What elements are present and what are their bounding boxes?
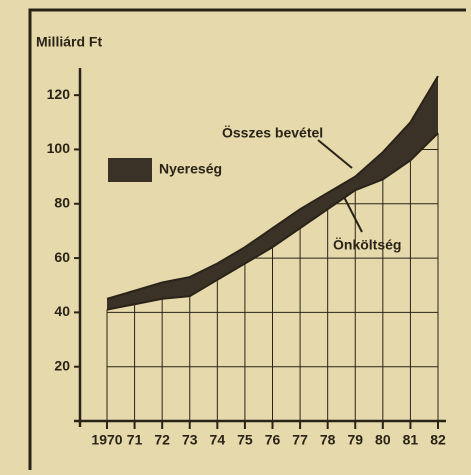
x-tick-label: 77 (292, 432, 308, 448)
x-tick-label: 79 (347, 432, 363, 448)
x-tick-label: 74 (210, 432, 226, 448)
chart-title: Milliárd Ft (36, 34, 102, 50)
series-label: Összes bevétel (222, 125, 323, 141)
x-tick-label: 80 (375, 432, 391, 448)
legend-swatch (108, 158, 152, 182)
series-label: Önköltség (333, 237, 401, 253)
x-tick-label: 73 (182, 432, 198, 448)
x-tick-label: 71 (127, 432, 143, 448)
frame (28, 8, 466, 470)
x-tick-label: 81 (403, 432, 419, 448)
leader-line (317, 139, 353, 169)
legend-label: Nyereség (159, 161, 222, 177)
series-line (106, 75, 439, 300)
y-tick-label: 120 (47, 86, 71, 102)
leader-line (342, 194, 363, 233)
x-tick-label: 76 (265, 432, 281, 448)
y-tick-label: 100 (47, 140, 71, 156)
y-tick-label: 40 (54, 303, 70, 319)
y-tick-label: 80 (54, 194, 70, 210)
series-line (106, 132, 439, 311)
x-tick-label: 82 (430, 432, 446, 448)
x-tick-label: 78 (320, 432, 336, 448)
x-tick-label: 1970 (91, 432, 122, 448)
y-tick-label: 20 (54, 357, 70, 373)
x-tick-label: 75 (237, 432, 253, 448)
x-tick-label: 72 (154, 432, 170, 448)
y-tick-label: 60 (54, 249, 70, 265)
